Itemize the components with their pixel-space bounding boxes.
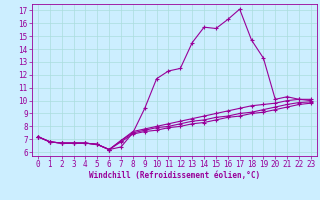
X-axis label: Windchill (Refroidissement éolien,°C): Windchill (Refroidissement éolien,°C) <box>89 171 260 180</box>
